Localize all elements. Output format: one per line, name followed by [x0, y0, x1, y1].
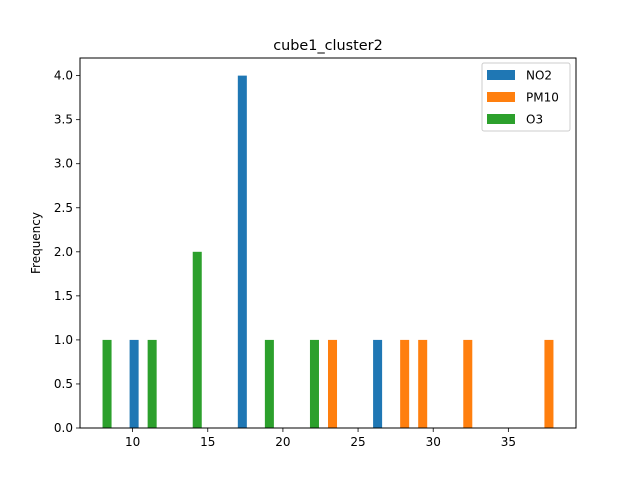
y-tick-label: 1.5: [54, 289, 73, 303]
bars-layer: [102, 75, 554, 428]
bar-pm10-2: [418, 339, 428, 428]
legend-label-no2: NO2: [526, 69, 552, 83]
legend: NO2 PM10 O3: [481, 62, 571, 132]
y-tick-label: 1.0: [54, 333, 73, 347]
chart-title: cube1_cluster2: [273, 38, 382, 54]
bar-pm10-3: [463, 339, 473, 428]
x-tick-label: 35: [501, 435, 516, 449]
bar-no2-1: [237, 75, 247, 428]
y-tick-label: 0.5: [54, 377, 73, 391]
bar-pm10-0: [328, 339, 338, 428]
y-tick-label: 2.0: [54, 245, 73, 259]
x-tick-label: 30: [426, 435, 441, 449]
legend-label-o3: O3: [526, 113, 543, 127]
x-tick-label: 20: [275, 435, 290, 449]
plot-frame: [79, 57, 577, 429]
x-axis-ticks: 10 15 20 25 30 35: [125, 428, 516, 449]
y-tick-label: 3.0: [54, 157, 73, 171]
legend-label-pm10: PM10: [526, 91, 559, 105]
y-axis-label: Frequency: [29, 212, 43, 274]
y-tick-label: 2.5: [54, 201, 73, 215]
legend-swatch-o3: [487, 114, 515, 124]
bar-pm10-1: [400, 339, 410, 428]
y-tick-label: 4.0: [54, 69, 73, 83]
x-tick-label: 10: [125, 435, 140, 449]
bar-o3-3: [264, 339, 274, 428]
bar-o3-2: [192, 251, 202, 428]
bar-o3-4: [309, 339, 319, 428]
y-tick-label: 3.5: [54, 113, 73, 127]
bar-no2-0: [129, 339, 139, 428]
y-axis-ticks: 0.0 0.5 1.0 1.5 2.0 2.5 3.0 3.5 4.0: [54, 69, 80, 435]
x-tick-label: 15: [200, 435, 215, 449]
bar-no2-2: [373, 339, 383, 428]
bar-pm10-4: [544, 339, 554, 428]
y-tick-label: 0.0: [54, 421, 73, 435]
legend-swatch-no2: [487, 70, 515, 80]
legend-swatch-pm10: [487, 92, 515, 102]
bar-o3-1: [147, 339, 157, 428]
x-tick-label: 25: [350, 435, 365, 449]
bar-o3-0: [102, 339, 112, 428]
